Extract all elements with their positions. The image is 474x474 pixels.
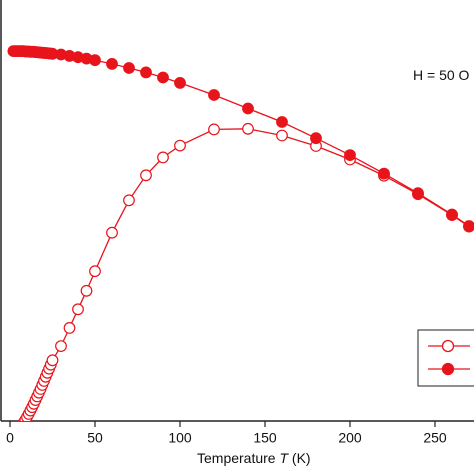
x-ticks: 0 50 100 150 200 250	[6, 421, 447, 445]
annotation-field: H = 50 O	[413, 67, 470, 83]
data-point	[157, 71, 169, 84]
legend-marker-zfc	[441, 339, 455, 353]
data-point	[46, 354, 59, 367]
series-zfc	[13, 122, 474, 436]
data-point	[208, 123, 220, 136]
data-point	[55, 340, 67, 353]
data-point	[89, 54, 101, 67]
data-point	[412, 187, 424, 200]
data-point	[208, 89, 220, 101]
data-point	[15, 423, 26, 434]
data-point	[106, 226, 118, 239]
series-line	[13, 50, 470, 227]
data-point	[63, 322, 76, 334]
legend-box	[417, 329, 474, 387]
data-point	[446, 208, 458, 221]
data-point	[72, 303, 84, 316]
data-point	[174, 139, 186, 152]
data-point	[13, 425, 24, 436]
data-point	[276, 116, 288, 128]
x-tick-label: 200	[338, 429, 362, 445]
series-line	[23, 128, 470, 421]
series-group	[7, 45, 474, 436]
data-point	[344, 149, 356, 162]
series-fc	[7, 45, 474, 232]
data-point	[242, 102, 254, 115]
x-tick-label: 50	[87, 429, 103, 445]
plot-frame	[0, 0, 474, 422]
data-point	[140, 169, 152, 182]
data-point	[174, 76, 186, 89]
data-point	[276, 129, 288, 142]
data-point	[157, 151, 169, 164]
x-tick-label: 100	[168, 429, 192, 445]
legend-marker-fc	[441, 362, 455, 376]
data-point	[463, 220, 474, 232]
data-point	[123, 62, 135, 74]
x-tick-label: 150	[253, 429, 277, 445]
data-point	[106, 58, 118, 70]
x-axis-title: Temperature T (K)	[197, 450, 311, 466]
data-point	[378, 167, 390, 180]
data-point	[80, 284, 93, 297]
x-tick-label: 0	[6, 429, 14, 445]
x-tick-label: 250	[423, 429, 447, 445]
data-point	[140, 66, 152, 79]
data-point	[310, 132, 322, 145]
data-point	[123, 194, 135, 207]
legend	[417, 329, 474, 387]
data-point	[242, 122, 254, 135]
data-point	[89, 265, 101, 278]
